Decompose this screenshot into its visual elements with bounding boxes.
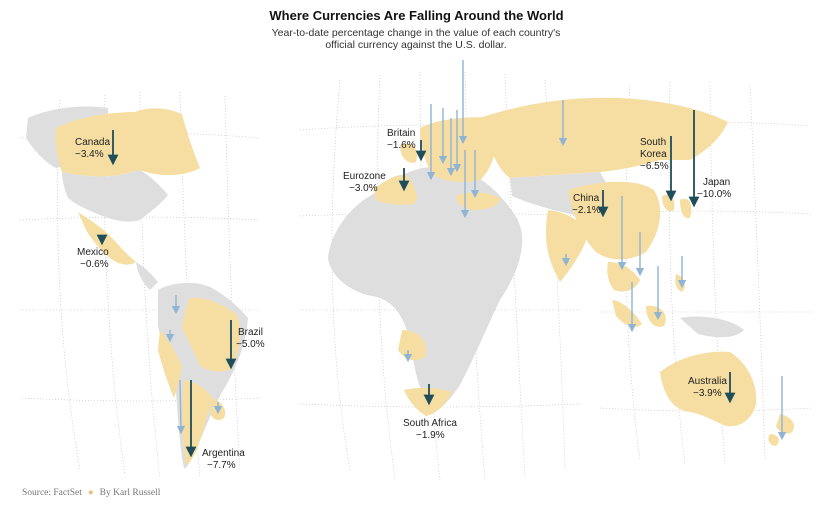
byline: By Karl Russell [99,488,161,498]
label-eurozone: Eurozone −3.0% [343,171,386,194]
oceania [660,351,795,446]
label-south-korea: South Korea −6.5% [640,137,669,172]
americas [26,106,248,469]
eurafrasia [328,97,744,416]
label-australia: Australia −3.9% [688,376,727,399]
chart-title: Where Currencies Are Falling Around the … [269,8,564,23]
source-note: Source: FactSet [22,488,82,498]
label-britain: Britain −1.6% [387,128,416,151]
label-china: China −2.1% [572,193,601,216]
country-labels: Canada −3.4% Mexico −0.6% Brazil −5.0% Arge… [75,128,731,471]
minor-currency-arrows [165,60,787,441]
label-japan: Japan −10.0% [697,177,731,200]
footer: Source: FactSet ● By Karl Russell [22,488,160,498]
chart-subtitle: Year-to-date percentage change in the va… [271,27,561,51]
label-argentina: Argentina −7.7% [202,448,245,471]
label-brazil: Brazil −5.0% [236,327,265,350]
label-canada: Canada −3.4% [75,137,110,160]
separator-dot: ● [87,488,94,498]
label-south-africa: South Africa −1.9% [403,418,457,441]
label-mexico: Mexico −0.6% [77,247,109,270]
labeled-currency-arrows [96,110,736,458]
